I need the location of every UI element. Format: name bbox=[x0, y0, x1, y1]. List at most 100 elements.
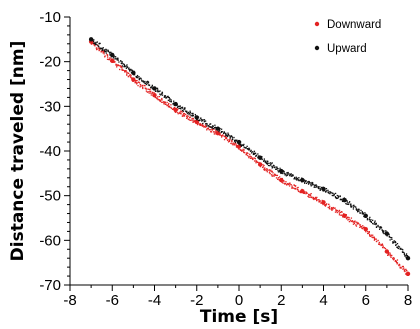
scatter-mark-upward bbox=[138, 77, 141, 80]
scatter-mark-downward bbox=[263, 168, 266, 170]
scatter-mark-downward bbox=[107, 56, 109, 58]
scatter-mark-downward bbox=[125, 69, 127, 72]
scatter-mark-downward bbox=[269, 172, 271, 175]
scatter-mark-upward bbox=[335, 196, 337, 199]
scatter-mark-upward bbox=[392, 242, 394, 244]
scatter-mark-upward bbox=[313, 184, 315, 186]
scatter-mark-downward bbox=[114, 61, 116, 63]
scatter-mark-upward bbox=[308, 182, 310, 184]
scatter-mark-upward bbox=[173, 104, 175, 106]
scatter-mark-upward bbox=[248, 148, 251, 150]
scatter-mark-downward bbox=[233, 143, 235, 145]
scatter-mark-upward bbox=[109, 54, 111, 56]
scatter-mark-upward bbox=[281, 170, 284, 172]
scatter-mark-downward bbox=[211, 129, 213, 131]
scatter-mark-upward bbox=[332, 192, 334, 194]
scatter-mark-downward bbox=[223, 138, 226, 141]
scatter-mark-downward bbox=[139, 86, 141, 88]
scatter-mark-upward bbox=[186, 110, 188, 112]
scatter-mark-upward bbox=[388, 235, 390, 237]
scatter-mark-upward bbox=[239, 144, 241, 146]
scatter-mark-upward bbox=[295, 176, 297, 178]
scatter-mark-upward bbox=[107, 50, 110, 53]
scatter-mark-downward bbox=[400, 267, 403, 269]
scatter-mark-downward bbox=[147, 91, 149, 93]
scatter-mark-upward bbox=[363, 215, 365, 218]
scatter-mark-upward bbox=[163, 96, 165, 98]
scatter-mark-upward bbox=[223, 132, 225, 134]
scatter-mark-upward bbox=[286, 172, 288, 174]
legend-label-upward: Upward bbox=[327, 43, 367, 55]
scatter-mark-upward bbox=[160, 94, 162, 96]
scatter-mark-downward bbox=[135, 80, 137, 82]
scatter-mark-downward bbox=[134, 81, 137, 83]
scatter-mark-downward bbox=[252, 158, 254, 160]
x-tick-label: 4 bbox=[319, 292, 327, 309]
scatter-mark-downward bbox=[270, 174, 273, 176]
scatter-mark-upward bbox=[370, 221, 373, 224]
scatter-mark-downward bbox=[238, 148, 240, 150]
scatter-mark-downward bbox=[324, 204, 326, 206]
scatter-mark-downward bbox=[110, 58, 112, 60]
scatter-mark-downward bbox=[284, 183, 286, 185]
scatter-mark-downward bbox=[103, 51, 105, 53]
scatter-mark-downward bbox=[126, 73, 128, 75]
scatter-mark-upward bbox=[384, 233, 387, 235]
scatter-mark-downward bbox=[359, 226, 361, 228]
scatter-mark-downward bbox=[182, 115, 184, 117]
scatter-mark-upward bbox=[133, 70, 135, 72]
scatter-mark-downward bbox=[369, 234, 371, 236]
scatter-mark-downward bbox=[262, 164, 264, 166]
scatter-mark-upward bbox=[226, 134, 228, 136]
scatter-mark-upward bbox=[391, 237, 393, 239]
scatter-mark-upward bbox=[159, 93, 161, 95]
scatter-mark-downward bbox=[238, 145, 241, 147]
scatter-mark-upward bbox=[364, 216, 366, 218]
scatter-mark-downward bbox=[374, 238, 376, 240]
scatter-mark-upward bbox=[101, 48, 103, 50]
scatter-mark-downward bbox=[229, 138, 231, 141]
scatter-mark-upward bbox=[343, 199, 345, 201]
scatter-mark-upward bbox=[391, 238, 393, 240]
scatter-mark-downward bbox=[368, 233, 371, 236]
scatter-mark-downward bbox=[330, 207, 333, 209]
scatter-mark-downward bbox=[106, 58, 109, 60]
scatter-mark-upward bbox=[312, 182, 314, 184]
scatter-mark-upward bbox=[368, 218, 371, 220]
scatter-mark-upward bbox=[268, 162, 270, 165]
x-tick-label: -8 bbox=[63, 292, 76, 309]
scatter-mark-downward bbox=[151, 92, 153, 95]
scatter-mark-downward bbox=[254, 158, 257, 160]
scatter-mark-upward bbox=[280, 172, 282, 175]
scatter-mark-downward bbox=[349, 219, 352, 221]
scatter-mark-downward bbox=[327, 206, 329, 209]
scatter-mark-upward bbox=[176, 106, 179, 109]
scatter-mark-upward bbox=[259, 157, 262, 159]
scatter-mark-downward bbox=[345, 218, 348, 220]
scatter-mark-upward bbox=[357, 208, 359, 210]
scatter-mark-upward bbox=[227, 132, 229, 134]
scatter-mark-downward bbox=[166, 101, 168, 104]
scatter-mark-downward bbox=[122, 69, 125, 71]
scatter-mark-downward bbox=[227, 139, 229, 141]
scatter-mark-downward bbox=[381, 246, 384, 249]
scatter-mark-downward bbox=[125, 71, 127, 73]
scatter-mark-downward bbox=[112, 61, 114, 63]
scatter-mark-upward bbox=[161, 94, 164, 96]
scatter-mark-downward bbox=[157, 98, 159, 100]
scatter-mark-upward bbox=[269, 162, 272, 164]
scatter-mark-downward bbox=[382, 245, 384, 247]
scatter-mark-downward bbox=[387, 253, 389, 255]
scatter-mark-upward bbox=[386, 233, 388, 236]
scatter-mark-downward bbox=[172, 108, 174, 110]
scatter-mark-downward bbox=[208, 129, 210, 131]
scatter-mark-upward bbox=[298, 177, 300, 179]
scatter-mark-downward bbox=[90, 43, 93, 45]
scatter-mark-downward bbox=[137, 84, 139, 87]
scatter-mark-upward bbox=[94, 42, 96, 44]
x-tick-label: 2 bbox=[277, 292, 285, 309]
scatter-mark-upward bbox=[202, 122, 204, 125]
scatter-mark-upward bbox=[372, 219, 374, 221]
scatter-mark-upward bbox=[260, 155, 262, 158]
scatter-mark-upward bbox=[136, 74, 139, 77]
